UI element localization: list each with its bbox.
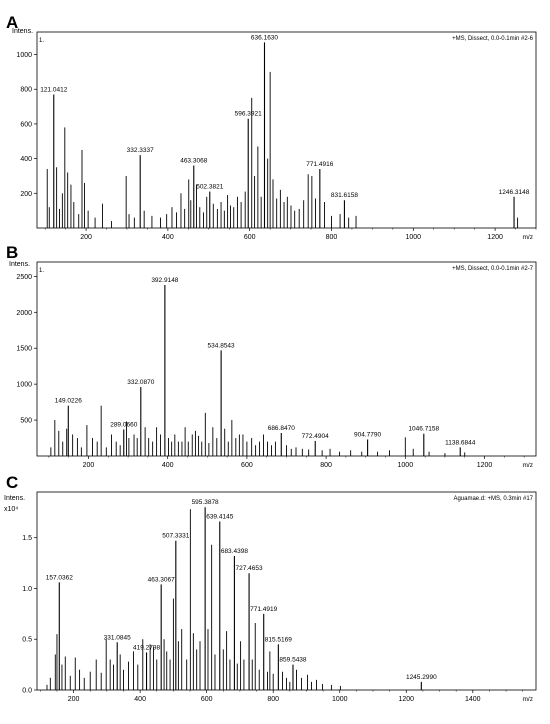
- peak-label: 772.4904: [302, 433, 329, 440]
- run-info: +MS, Dissect, 0.0-0.1min #2-7: [452, 266, 534, 272]
- peak-label: 463.3067: [148, 576, 175, 583]
- x-tick-label: 1200: [487, 234, 503, 241]
- run-info: +MS, Dissect, 0.0-0.1min #2-6: [452, 36, 534, 42]
- y-tick-label: 1000: [16, 382, 32, 389]
- peak-label: 121.0412: [40, 86, 67, 93]
- peak-label: 534.8543: [208, 342, 235, 349]
- x-tick-label: 200: [80, 234, 92, 241]
- peak-label: 904.7790: [354, 431, 381, 438]
- panel-label: B: [6, 243, 18, 262]
- y-tick-label: 2000: [16, 310, 32, 317]
- peak-label: 502.3821: [196, 184, 223, 191]
- trace-number: 1.: [39, 268, 44, 274]
- y-tick-label: 800: [20, 87, 32, 94]
- x-tick-label: 200: [68, 696, 80, 703]
- x-axis-label: m/z: [523, 696, 533, 703]
- peak-label: 419.2798: [133, 644, 160, 651]
- plot-frame: [36, 31, 537, 229]
- peak-label: 815.5169: [265, 636, 292, 643]
- peak-label: 771.4919: [250, 606, 277, 613]
- trace-number: 1.: [39, 38, 44, 44]
- peak-label: 332.3337: [127, 147, 154, 154]
- y-tick-label: 600: [20, 121, 32, 128]
- peak-label: 596.3921: [235, 111, 262, 118]
- peak-label: 831.6158: [331, 192, 358, 199]
- peak-label: 289.0660: [110, 421, 137, 428]
- peak-label: 859.5438: [279, 657, 306, 664]
- peak-label: 1246.3148: [499, 189, 530, 196]
- peak-label: 1046.7158: [408, 426, 439, 433]
- y-tick-label: 1.0: [22, 586, 32, 593]
- x-tick-label: 1000: [332, 696, 348, 703]
- peak-label: 1245.2990: [406, 674, 437, 681]
- y-axis-title: Intens.: [4, 495, 25, 502]
- peak-label: 149.0226: [55, 398, 82, 405]
- peak-label: 771.4916: [306, 161, 333, 168]
- x-tick-label: 200: [83, 462, 95, 469]
- y-tick-label: 1.5: [22, 535, 32, 542]
- panel-label: C: [6, 473, 18, 492]
- x-tick-label: 1000: [406, 234, 422, 241]
- y-tick-label: 1000: [16, 52, 32, 59]
- y-tick-label: 0.5: [22, 637, 32, 644]
- x-tick-label: 600: [244, 234, 256, 241]
- peak-label: 686.8470: [268, 425, 295, 432]
- peak-label: 636.1630: [251, 34, 278, 41]
- x-axis-label: m/z: [523, 234, 533, 241]
- x-tick-label: 600: [201, 696, 213, 703]
- peak-label: 1138.6844: [445, 439, 476, 446]
- panel-label: A: [6, 13, 18, 32]
- x-tick-label: 400: [162, 234, 174, 241]
- peak-label: 331.0845: [104, 634, 131, 641]
- y-tick-label: 2500: [16, 274, 32, 281]
- x-tick-label: 800: [320, 462, 332, 469]
- y-axis-title: Intens.: [12, 28, 33, 35]
- x-tick-label: 400: [134, 696, 146, 703]
- peak-label: 157.0362: [46, 574, 73, 581]
- x-tick-label: 1200: [477, 462, 493, 469]
- peak-label: 639.4145: [206, 513, 233, 520]
- peak-label: 595.3878: [192, 499, 219, 506]
- y-axis-title: Intens.: [9, 261, 30, 268]
- x-tick-label: 1400: [465, 696, 481, 703]
- y-axis-multiplier: x10⁴: [4, 506, 18, 513]
- peak-label: 332.0870: [127, 379, 154, 386]
- x-axis-label: m/z: [523, 462, 533, 469]
- y-tick-label: 400: [20, 156, 32, 163]
- x-tick-label: 1200: [398, 696, 414, 703]
- x-tick-label: 600: [241, 462, 253, 469]
- x-tick-label: 400: [162, 462, 174, 469]
- y-tick-label: 0.0: [22, 688, 32, 695]
- peak-label: 507.3331: [162, 533, 189, 540]
- run-info: Aguamae.d: +MS, 0.3min #17: [453, 496, 533, 502]
- x-tick-label: 800: [326, 234, 338, 241]
- peak-label: 727.4653: [236, 565, 263, 572]
- peak-label: 683.4398: [221, 548, 248, 555]
- spectrum-panel-c: C Intens. x10⁴ Aguamae.d: +MS, 0.3min #17 20…: [4, 473, 537, 703]
- peak-label: 392.9148: [151, 277, 178, 284]
- x-tick-label: 800: [267, 696, 279, 703]
- peak-label: 463.3068: [180, 158, 207, 165]
- x-tick-label: 1000: [398, 462, 414, 469]
- y-tick-label: 1500: [16, 346, 32, 353]
- y-tick-label: 200: [20, 191, 32, 198]
- y-tick-label: 500: [20, 418, 32, 425]
